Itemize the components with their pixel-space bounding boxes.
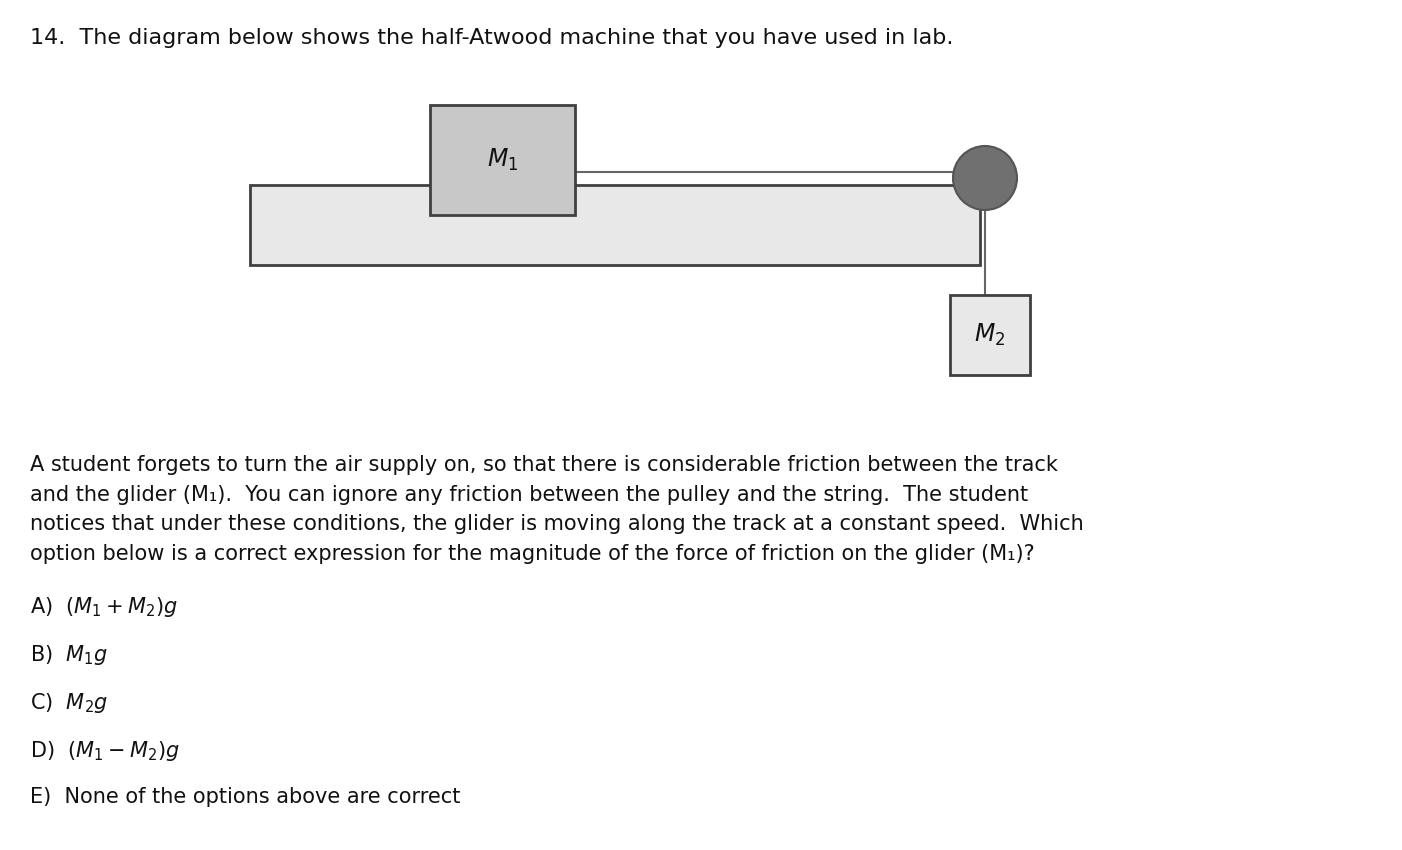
Bar: [250, 185, 980, 265]
Text: 14.  The diagram below shows the half-Atwood machine that you have used in lab.: 14. The diagram below shows the half-Atw…: [29, 28, 953, 48]
Bar: [430, 105, 575, 215]
Text: A)  $(M_1 + M_2)g$: A) $(M_1 + M_2)g$: [29, 595, 178, 619]
Text: C)  $M_2g$: C) $M_2g$: [29, 691, 108, 715]
Text: $M_1$: $M_1$: [486, 147, 519, 173]
Bar: [951, 295, 1030, 375]
Text: E)  None of the options above are correct: E) None of the options above are correct: [29, 787, 460, 807]
Text: B)  $M_1g$: B) $M_1g$: [29, 643, 108, 667]
Circle shape: [953, 146, 1016, 210]
Text: $M_2$: $M_2$: [974, 322, 1005, 348]
Text: A student forgets to turn the air supply on, so that there is considerable frict: A student forgets to turn the air supply…: [29, 455, 1084, 564]
Text: D)  $(M_1 - M_2)g$: D) $(M_1 - M_2)g$: [29, 739, 179, 763]
